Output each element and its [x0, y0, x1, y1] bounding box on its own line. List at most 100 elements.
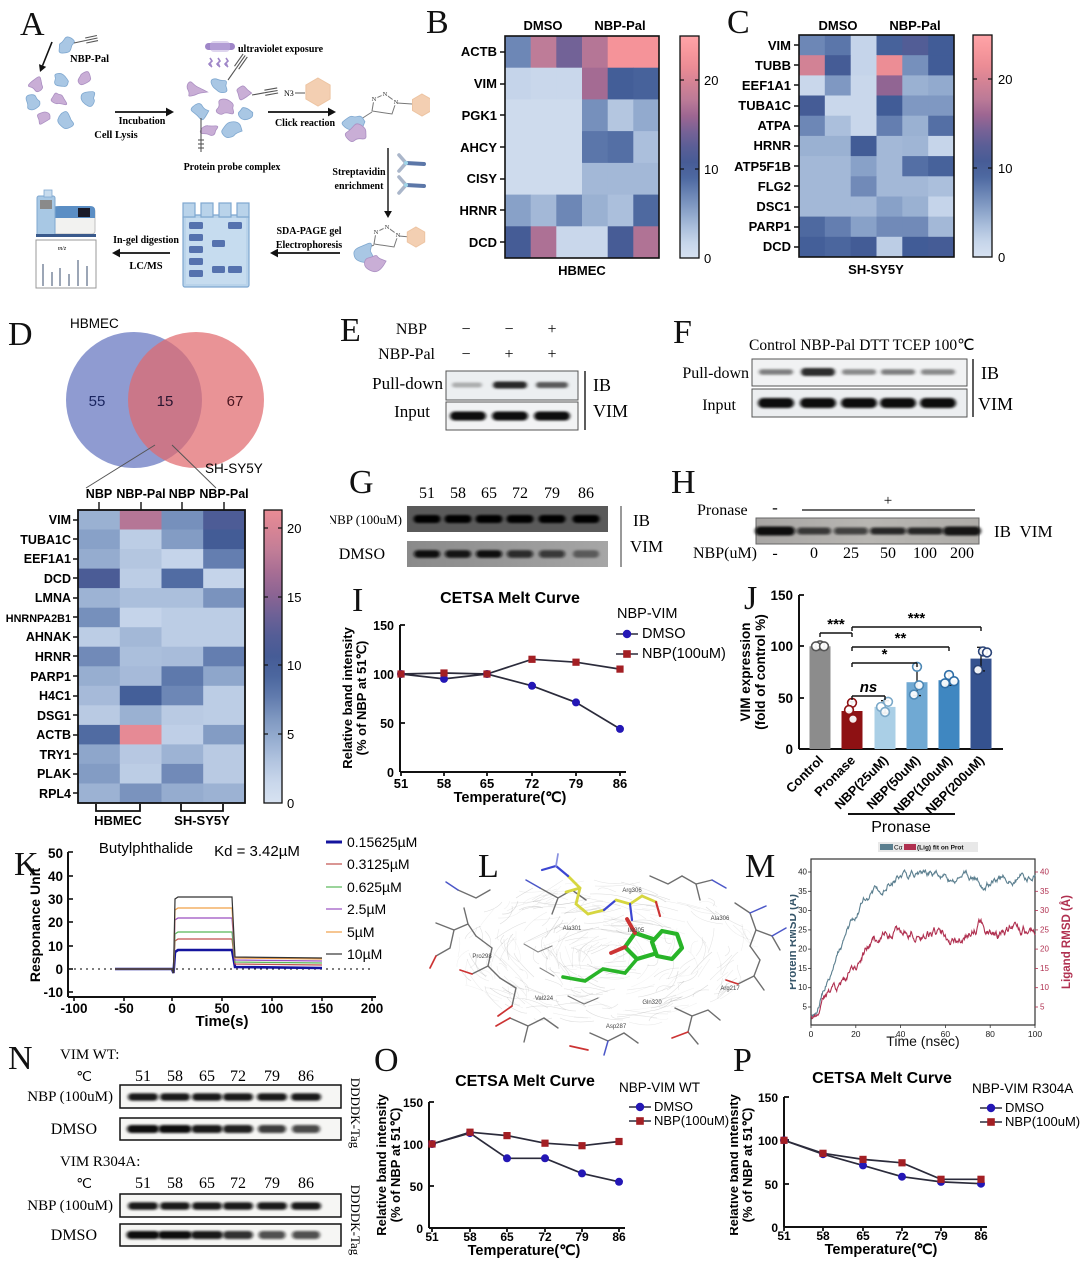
svg-text:PARP1: PARP1: [30, 670, 71, 684]
svg-text:HRNR: HRNR: [753, 138, 791, 153]
svg-text:DMSO: DMSO: [1005, 1100, 1044, 1115]
svg-text:65: 65: [500, 1230, 514, 1244]
svg-text:NBP: NBP: [169, 487, 195, 501]
svg-text:Cα: Cα: [894, 845, 903, 852]
svg-text:HBMEC: HBMEC: [94, 813, 142, 828]
svg-text:**: **: [895, 630, 907, 647]
svg-text:51: 51: [777, 1229, 791, 1243]
svg-text:Ile305: Ile305: [628, 928, 645, 934]
svg-text:SH-SY5Y: SH-SY5Y: [848, 262, 904, 277]
svg-text:0: 0: [287, 796, 294, 811]
svg-text:+: +: [547, 346, 556, 363]
svg-text:72: 72: [230, 1175, 246, 1192]
svg-text:10: 10: [1040, 983, 1049, 992]
svg-text:79: 79: [264, 1175, 280, 1192]
svg-text:50: 50: [410, 1180, 424, 1194]
svg-text:72: 72: [512, 485, 528, 502]
svg-text:ultraviolet exposure: ultraviolet exposure: [238, 44, 324, 55]
svg-text:86: 86: [578, 485, 594, 502]
svg-text:Relative band intensity: Relative band intensity: [374, 1093, 389, 1235]
svg-text:DMSO: DMSO: [524, 18, 563, 33]
svg-text:100: 100: [1028, 1029, 1042, 1039]
svg-text:TRY1: TRY1: [40, 748, 72, 762]
svg-text:50: 50: [765, 1178, 779, 1192]
svg-text:DSG1: DSG1: [37, 709, 71, 723]
svg-text:40: 40: [798, 868, 807, 877]
svg-text:Pull-down: Pull-down: [372, 374, 443, 393]
svg-text:Streptavidin: Streptavidin: [332, 167, 386, 178]
svg-text:-: -: [772, 498, 778, 517]
svg-text:DMSO: DMSO: [51, 1121, 97, 1138]
svg-text:65: 65: [856, 1229, 870, 1243]
svg-text:NBP-Pal: NBP-Pal: [199, 487, 248, 501]
svg-text:N: N: [394, 99, 399, 106]
svg-text:H4C1: H4C1: [39, 689, 71, 703]
svg-text:58: 58: [167, 1175, 183, 1192]
svg-text:IB: IB: [981, 363, 999, 383]
svg-text:*: *: [882, 646, 888, 663]
svg-text:CETSA Melt Curve: CETSA Melt Curve: [440, 590, 580, 607]
svg-text:10: 10: [998, 161, 1012, 176]
svg-text:CETSA Melt Curve: CETSA Melt Curve: [812, 1070, 952, 1087]
svg-text:ATPA: ATPA: [758, 118, 792, 133]
svg-text:NBP: NBP: [86, 487, 112, 501]
svg-text:10: 10: [704, 162, 718, 177]
svg-text:72: 72: [525, 776, 539, 791]
svg-text:−: −: [461, 321, 470, 338]
svg-text:SH-SY5Y: SH-SY5Y: [205, 461, 263, 476]
svg-text:100: 100: [403, 1138, 423, 1152]
svg-text:150: 150: [770, 588, 793, 603]
svg-text:0: 0: [810, 545, 818, 562]
svg-text:AHCY: AHCY: [460, 140, 497, 155]
svg-text:RPL4: RPL4: [39, 787, 71, 801]
svg-text:(% of NBP at 51℃): (% of NBP at 51℃): [740, 1108, 755, 1223]
svg-text:80: 80: [985, 1029, 995, 1039]
svg-text:LMNA: LMNA: [35, 591, 71, 605]
svg-text:IB VIM: IB VIM: [994, 522, 1053, 541]
svg-text:NBP-VIM R304A: NBP-VIM R304A: [972, 1081, 1073, 1096]
svg-text:TUBB: TUBB: [755, 58, 791, 73]
svg-text:0: 0: [387, 766, 394, 780]
svg-text:Kd = 3.42µM: Kd = 3.42µM: [214, 843, 300, 860]
svg-text:PGK1: PGK1: [462, 108, 497, 123]
svg-text:DDDDK-Tag: DDDDK-Tag: [348, 1078, 363, 1149]
svg-text:10µM: 10µM: [347, 946, 382, 962]
svg-text:Cell Lysis: Cell Lysis: [94, 130, 137, 141]
svg-text:℃: ℃: [76, 1070, 92, 1085]
svg-text:30: 30: [1040, 906, 1049, 915]
svg-text:65: 65: [199, 1175, 215, 1192]
svg-text:100: 100: [261, 1001, 284, 1016]
svg-text:(Lig) fit on Prot: (Lig) fit on Prot: [917, 845, 964, 852]
svg-text:+: +: [884, 493, 892, 509]
svg-text:86: 86: [612, 1230, 626, 1244]
svg-text:N: N: [372, 96, 377, 103]
svg-text:NBP-Pal: NBP-Pal: [378, 346, 435, 363]
svg-text:15: 15: [798, 964, 807, 973]
svg-text:30: 30: [48, 892, 63, 907]
svg-text:DDDDK-Tag: DDDDK-Tag: [348, 1185, 363, 1256]
svg-text:150: 150: [403, 1096, 423, 1110]
svg-text:TUBA1C: TUBA1C: [738, 98, 791, 113]
svg-text:NBP: NBP: [396, 321, 427, 338]
svg-text:0: 0: [704, 251, 711, 266]
svg-text:NBP-VIM WT: NBP-VIM WT: [619, 1080, 700, 1095]
svg-text:N: N: [396, 232, 401, 239]
svg-text:150: 150: [311, 1001, 334, 1016]
svg-text:51: 51: [394, 776, 408, 791]
svg-text:VIM: VIM: [978, 394, 1013, 414]
svg-text:NBP-Pal: NBP-Pal: [116, 487, 165, 501]
svg-text:50: 50: [880, 545, 896, 562]
svg-text:-50: -50: [114, 1001, 134, 1016]
svg-text:35: 35: [798, 887, 807, 896]
svg-text:NBP-Pal: NBP-Pal: [594, 18, 645, 33]
svg-text:EEF1A1: EEF1A1: [742, 78, 791, 93]
svg-text:-10: -10: [43, 985, 63, 1000]
svg-text:51: 51: [135, 1175, 151, 1192]
svg-text:15: 15: [1040, 964, 1049, 973]
svg-text:Control NBP-Pal DTT TCEP 100℃: Control NBP-Pal DTT TCEP 100℃: [749, 337, 975, 354]
svg-text:VIM: VIM: [630, 537, 663, 556]
svg-text:CETSA Melt Curve: CETSA Melt Curve: [455, 1073, 595, 1090]
svg-text:Temperature(℃): Temperature(℃): [454, 790, 567, 806]
svg-text:DCD: DCD: [469, 235, 497, 250]
svg-text:(% of NBP at 51℃): (% of NBP at 51℃): [354, 641, 369, 756]
